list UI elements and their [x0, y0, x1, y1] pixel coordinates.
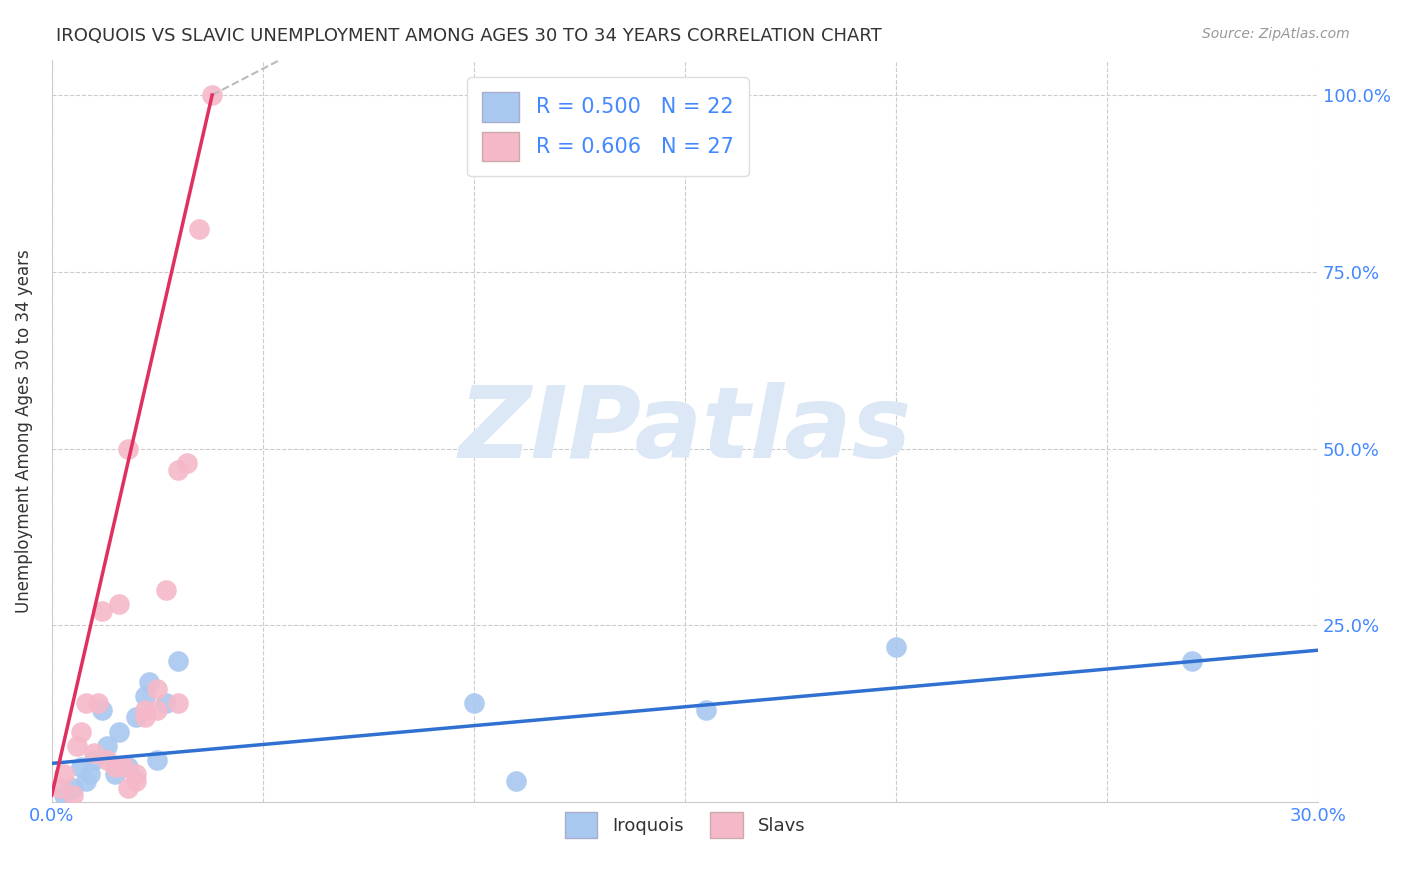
Point: [83, 753, 105, 767]
Point: [134, 703, 156, 717]
Legend: Iroquois, Slavs: Iroquois, Slavs: [558, 805, 813, 846]
Point: [155, 696, 177, 710]
Point: [125, 767, 148, 781]
Point: [695, 703, 717, 717]
Point: [167, 696, 190, 710]
Point: [117, 760, 139, 774]
Point: [505, 774, 527, 789]
Point: [70, 760, 93, 774]
Point: [125, 774, 148, 789]
Point: [463, 696, 485, 710]
Point: [96, 753, 118, 767]
Point: [79, 767, 101, 781]
Point: [75, 696, 97, 710]
Point: [167, 654, 190, 668]
Point: [62, 781, 84, 796]
Point: [66, 739, 89, 753]
Point: [87, 696, 110, 710]
Point: [884, 640, 907, 654]
Point: [134, 689, 156, 703]
Point: [96, 739, 118, 753]
Point: [91, 703, 114, 717]
Point: [83, 746, 105, 760]
Point: [104, 767, 127, 781]
Point: [62, 788, 84, 802]
Point: [155, 583, 177, 598]
Point: [134, 710, 156, 724]
Point: [201, 87, 224, 102]
Point: [75, 774, 97, 789]
Point: [146, 753, 169, 767]
Point: [138, 675, 160, 690]
Point: [108, 597, 131, 611]
Point: [104, 760, 127, 774]
Y-axis label: Unemployment Among Ages 30 to 34 years: Unemployment Among Ages 30 to 34 years: [15, 249, 32, 613]
Point: [117, 781, 139, 796]
Point: [176, 456, 198, 470]
Point: [117, 442, 139, 456]
Point: [112, 760, 135, 774]
Point: [167, 463, 190, 477]
Point: [53, 788, 76, 802]
Point: [70, 724, 93, 739]
Point: [91, 604, 114, 618]
Point: [49, 781, 72, 796]
Point: [146, 703, 169, 717]
Text: ZIPatlas: ZIPatlas: [458, 383, 911, 479]
Point: [146, 682, 169, 697]
Point: [125, 710, 148, 724]
Point: [188, 222, 211, 236]
Point: [53, 767, 76, 781]
Text: Source: ZipAtlas.com: Source: ZipAtlas.com: [1202, 27, 1350, 41]
Point: [108, 724, 131, 739]
Text: IROQUOIS VS SLAVIC UNEMPLOYMENT AMONG AGES 30 TO 34 YEARS CORRELATION CHART: IROQUOIS VS SLAVIC UNEMPLOYMENT AMONG AG…: [56, 27, 882, 45]
Point: [1180, 654, 1202, 668]
